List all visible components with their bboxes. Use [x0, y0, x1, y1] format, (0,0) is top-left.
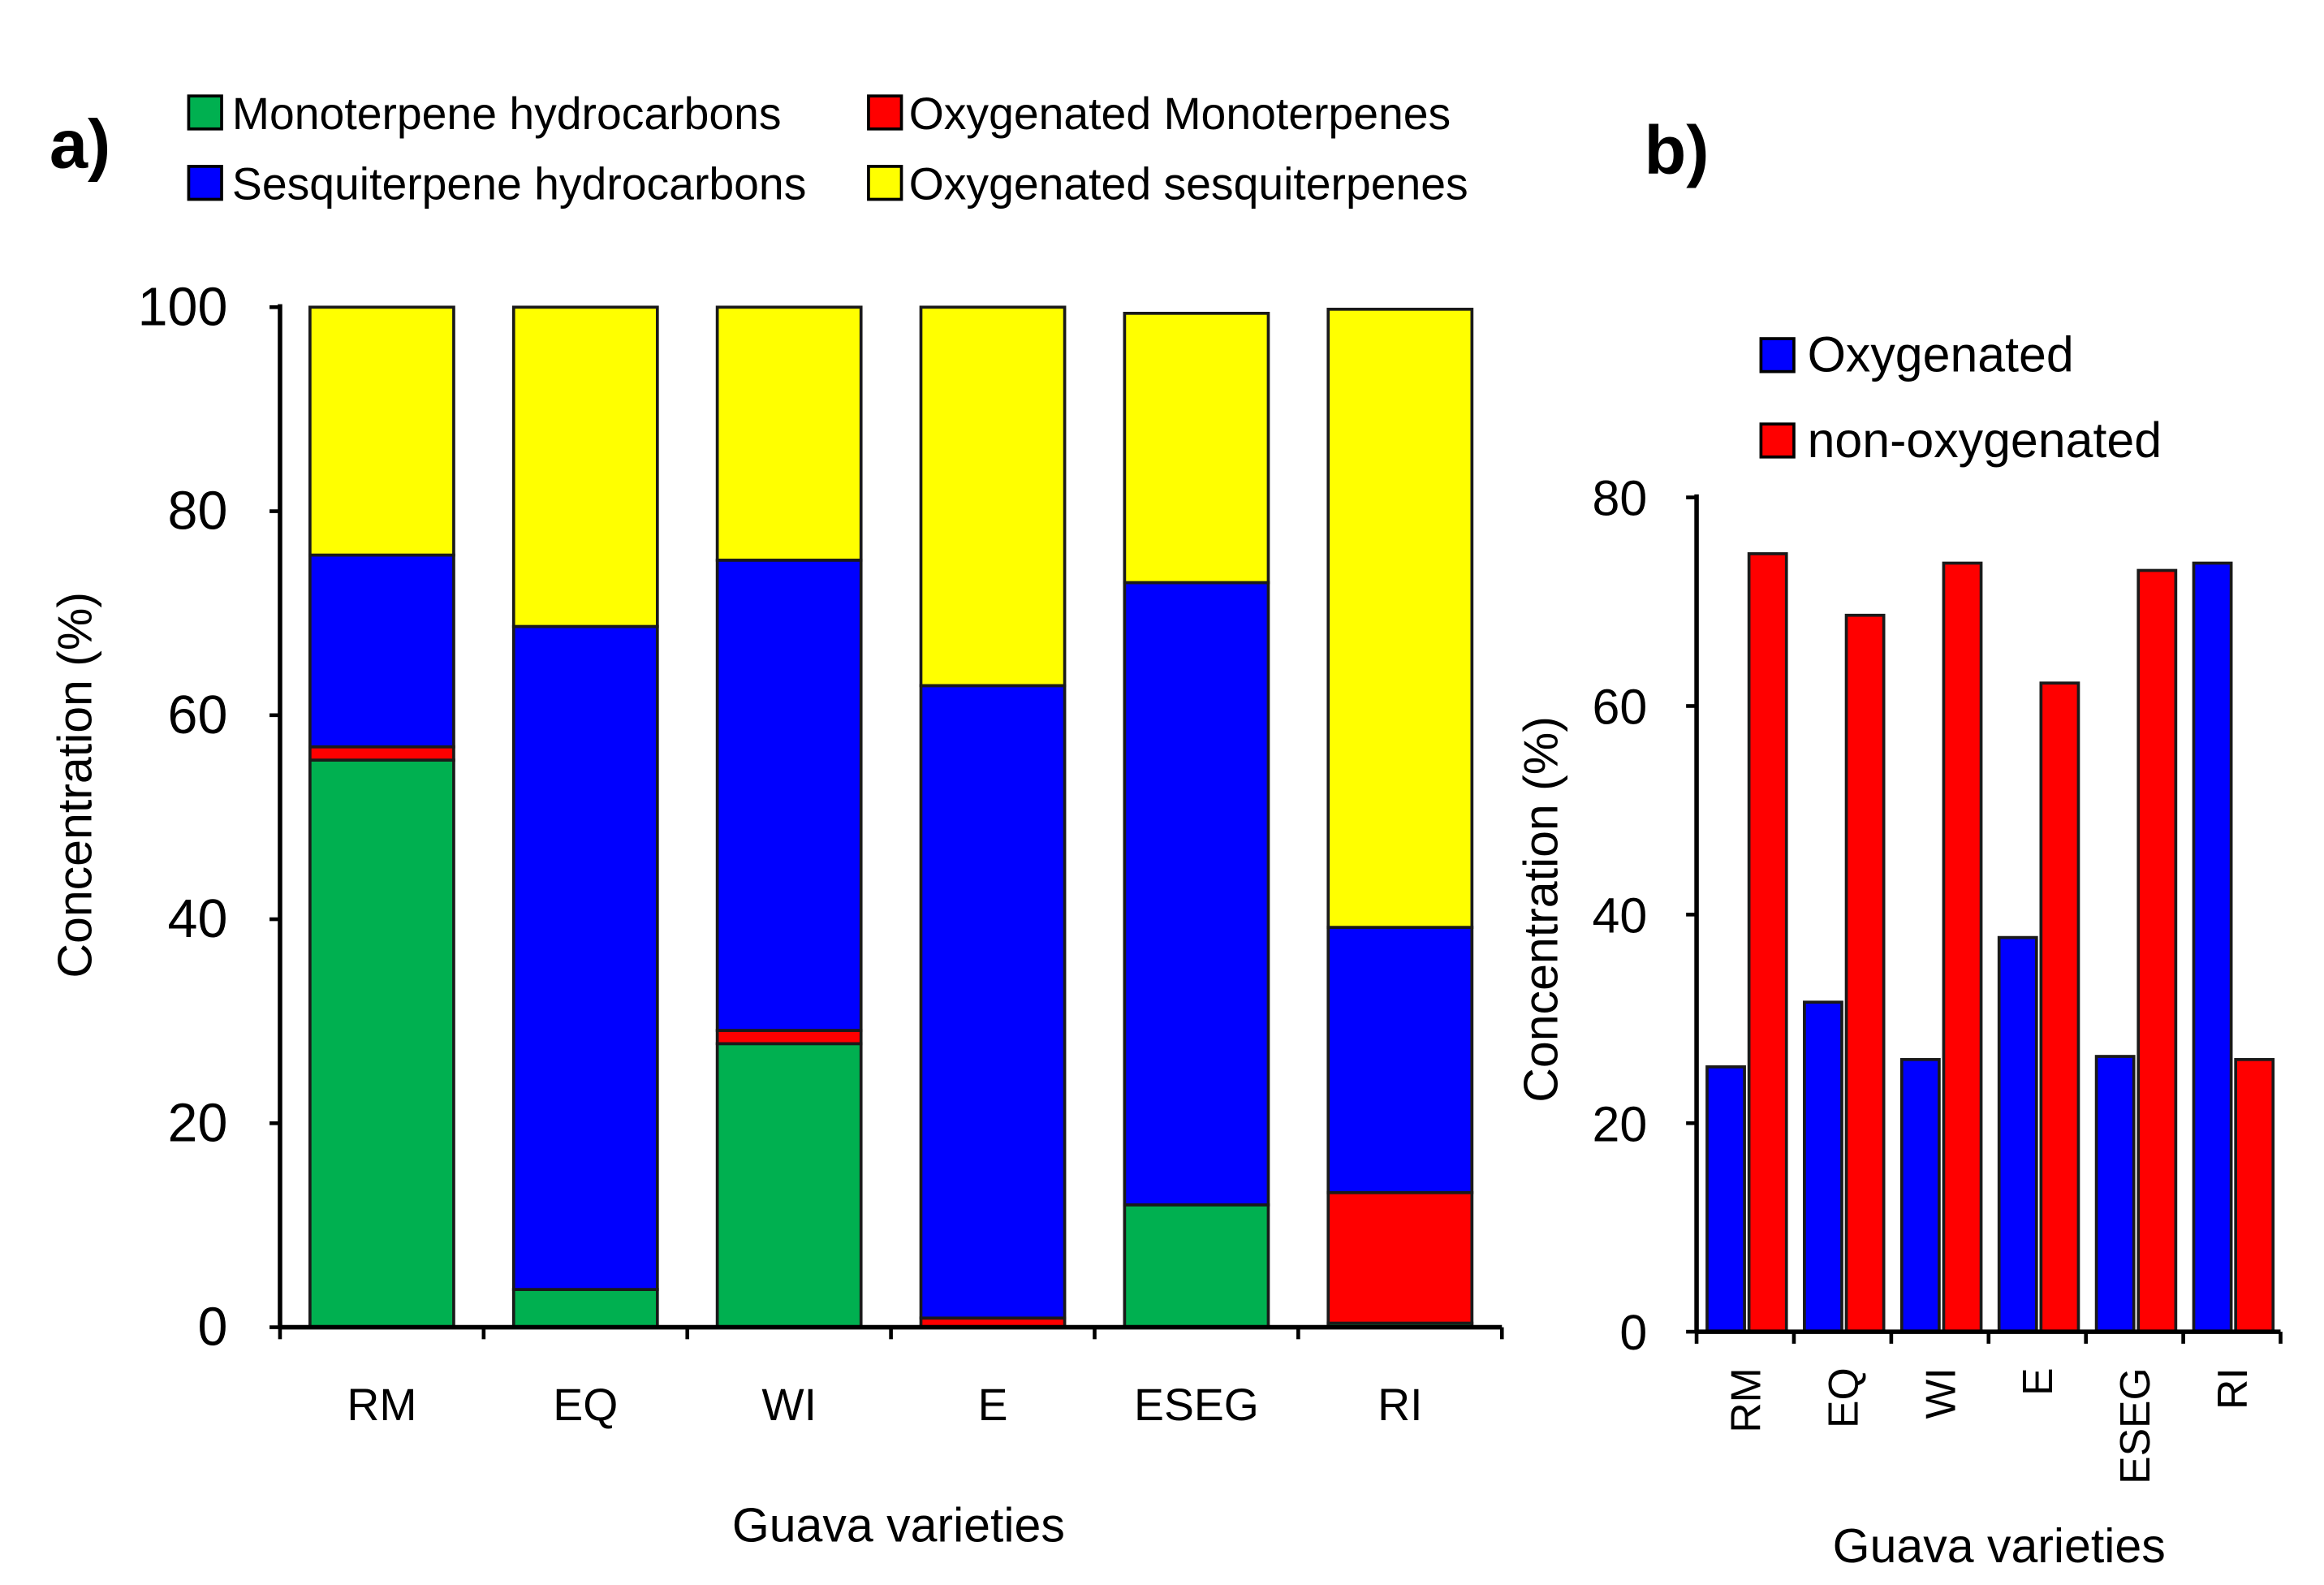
bar-a-ri-sesquiterpene-hydrocarbons — [1326, 926, 1474, 1194]
legend-swatch-sesquiterpene-hydrocarbons — [187, 165, 223, 201]
legend-swatch-monoterpene-hydrocarbons — [187, 94, 223, 131]
x-tick-label-b-eseg: ESEG — [2111, 1367, 2158, 1484]
x-tick-label-a-eq: EQ — [553, 1380, 618, 1430]
legend-label-sesquiterpene-hydrocarbons: Sesquiterpene hydrocarbons — [232, 158, 806, 209]
legend-item-sesquiterpene-hydrocarbons: Sesquiterpene hydrocarbons — [187, 158, 806, 209]
bar-b-wi-non-oxygenated — [1942, 561, 1983, 1333]
x-tick-label-b-wi: WI — [1917, 1367, 1964, 1419]
x-tick-label-a-wi: WI — [761, 1380, 817, 1430]
bar-a-eseg-sesquiterpene-hydrocarbons — [1123, 581, 1270, 1207]
x-tick-label-a-rm: RM — [347, 1380, 416, 1430]
legend-item-non-oxygenated: non-oxygenated — [1759, 412, 2162, 468]
bar-a-rm-oxygenated-sesquiterpenes — [308, 305, 455, 557]
y-tick-label-b-40: 40 — [1592, 888, 1647, 943]
x-tick-label-b-rm: RM — [1722, 1367, 1769, 1432]
bar-a-eq-sesquiterpene-hydrocarbons — [511, 624, 659, 1291]
y-tick-label-a-60: 60 — [168, 685, 228, 745]
legend-item-monoterpene-hydrocarbons: Monoterpene hydrocarbons — [187, 89, 782, 139]
legend-a: Monoterpene hydrocarbons Oxygenated Mono… — [187, 89, 1468, 209]
x-tick-label-a-ri: RI — [1378, 1380, 1422, 1430]
bar-a-eseg-oxygenated-sesquiterpenes — [1123, 312, 1270, 585]
y-tick-label-a-40: 40 — [168, 889, 228, 949]
bar-a-e-sesquiterpene-hydrocarbons — [919, 684, 1067, 1320]
legend-item-oxygenated: Oxygenated — [1759, 327, 2074, 382]
bar-a-rm-oxygenated-monoterpenes — [308, 745, 455, 762]
legend-label-monoterpene-hydrocarbons: Monoterpene hydrocarbons — [232, 89, 782, 139]
y-tick-label-b-20: 20 — [1592, 1096, 1647, 1151]
legend-label-oxygenated-monoterpenes: Oxygenated Monoterpenes — [909, 89, 1451, 139]
legend-label-oxygenated: Oxygenated — [1808, 327, 2074, 382]
bar-a-e-oxygenated-sesquiterpenes — [919, 305, 1067, 688]
bar-b-ri-non-oxygenated — [2234, 1058, 2275, 1333]
bar-b-ri-oxygenated — [2192, 561, 2233, 1333]
y-tick-label-b-80: 80 — [1592, 471, 1647, 526]
bar-a-wi-oxygenated-sesquiterpenes — [715, 305, 863, 562]
x-axis-label-a: Guava varieties — [732, 1498, 1065, 1552]
bar-b-eseg-oxygenated — [2094, 1055, 2136, 1333]
plot-area-b: RM EQ WI E ESEG RI 0 20 40 60 80 — [1592, 471, 2283, 1484]
panel-label-b: b) — [1644, 111, 1709, 188]
legend-item-oxygenated-monoterpenes: Oxygenated Monoterpenes — [867, 89, 1451, 139]
bar-b-eq-oxygenated — [1803, 1000, 1843, 1333]
x-tick-label-b-e: E — [2014, 1367, 2061, 1395]
bar-b-eseg-non-oxygenated — [2136, 568, 2178, 1333]
x-tick-label-b-eq: EQ — [1819, 1367, 1866, 1428]
bar-a-rm-monoterpene-hydrocarbons — [308, 758, 455, 1329]
panel-label-a: a) — [50, 106, 110, 183]
bar-a-eseg-monoterpene-hydrocarbons — [1123, 1203, 1270, 1329]
y-tick-label-a-80: 80 — [168, 482, 228, 542]
legend-swatch-oxygenated-sesquiterpenes — [867, 165, 903, 201]
bar-a-rm-sesquiterpene-hydrocarbons — [308, 553, 455, 749]
bar-a-wi-sesquiterpene-hydrocarbons — [715, 559, 863, 1032]
y-tick-label-b-60: 60 — [1592, 680, 1647, 735]
y-tick-label-a-100: 100 — [138, 277, 228, 337]
bar-b-wi-oxygenated — [1899, 1058, 1941, 1333]
legend-swatch-non-oxygenated — [1759, 422, 1796, 459]
y-tick-label-a-0: 0 — [197, 1298, 227, 1358]
bar-a-eq-oxygenated-sesquiterpenes — [511, 305, 659, 628]
bar-b-eq-non-oxygenated — [1844, 613, 1886, 1333]
legend-b: Oxygenated non-oxygenated — [1759, 327, 2162, 468]
x-tick-label-a-e: E — [978, 1380, 1008, 1430]
bar-a-ri-oxygenated-monoterpenes — [1326, 1190, 1474, 1325]
panel-a: a) Monoterpene hydrocarbons Oxygenated M… — [49, 89, 1504, 1552]
legend-label-non-oxygenated: non-oxygenated — [1808, 412, 2162, 468]
legend-swatch-oxygenated — [1759, 337, 1796, 374]
x-tick-label-a-eseg: ESEG — [1134, 1380, 1259, 1430]
x-axis-label-b: Guava varieties — [1833, 1519, 2166, 1573]
bar-b-rm-oxygenated — [1705, 1065, 1746, 1333]
y-tick-label-b-0: 0 — [1619, 1305, 1647, 1360]
y-axis-label-b: Concentration (%) — [1515, 716, 1568, 1103]
bar-a-wi-monoterpene-hydrocarbons — [715, 1042, 863, 1329]
panel-b: b) Oxygenated non-oxygenated RM EQ WI E ESEG… — [1515, 111, 2283, 1573]
y-tick-label-a-20: 20 — [168, 1093, 228, 1153]
bar-a-ri-oxygenated-sesquiterpenes — [1326, 307, 1474, 929]
legend-swatch-oxygenated-monoterpenes — [867, 94, 903, 131]
legend-item-oxygenated-sesquiterpenes: Oxygenated sesquiterpenes — [867, 158, 1468, 209]
y-axis-label-a: Concentration (%) — [49, 592, 102, 978]
bar-b-e-oxygenated — [1997, 935, 2038, 1333]
plot-area-a: RM EQ WI E ESEG RI 0 20 40 60 80 100 — [138, 277, 1504, 1430]
legend-label-oxygenated-sesquiterpenes: Oxygenated sesquiterpenes — [909, 158, 1468, 209]
bar-a-wi-oxygenated-monoterpenes — [715, 1029, 863, 1046]
bar-b-e-non-oxygenated — [2039, 681, 2080, 1333]
bar-a-eq-monoterpene-hydrocarbons — [511, 1288, 659, 1329]
x-tick-label-b-ri: RI — [2209, 1367, 2256, 1410]
bar-b-rm-non-oxygenated — [1747, 552, 1788, 1333]
